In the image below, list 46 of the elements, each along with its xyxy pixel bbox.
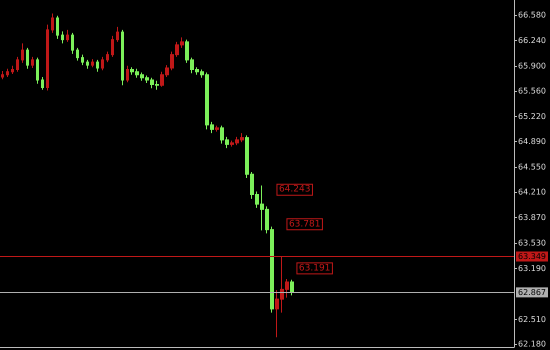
y-tick-label: 64.550 [518,162,546,172]
ref-line-label: 62.867 [518,288,546,297]
y-tick-label: 65.560 [518,86,546,96]
annotation: 64.243 [278,184,310,195]
candlestick [76,47,79,62]
candlestick [51,12,54,34]
candlestick [21,42,24,64]
y-tick-label: 63.870 [518,213,546,222]
y-tick-label: 66.580 [518,10,546,20]
candlestick [56,15,59,40]
candlestick [96,59,99,72]
candlestick [26,47,29,70]
candlestick [116,26,119,42]
annotation: 63.191 [298,263,330,274]
candlestick [61,30,64,44]
candlestick [16,56,19,72]
candlestick [36,57,39,84]
candlestick [121,29,124,86]
candlestick [215,125,219,132]
annotation: 63.781 [288,219,320,230]
y-tick-label: 62.510 [518,314,546,324]
ref-line-label: 63.349 [518,252,546,262]
y-tick-label: 64.890 [518,136,546,146]
candlestick [31,56,34,69]
y-tick-label: 66.240 [518,36,546,45]
candlestick [6,68,9,78]
candlestick [71,32,74,54]
candlestick [126,65,129,83]
candlestick [111,35,114,58]
candlestick [106,51,109,63]
candlestick [46,24,49,91]
candlestick [66,29,69,42]
y-tick-label: 65.220 [518,112,546,122]
y-tick-label: 62.180 [518,340,546,349]
y-tick-label: 64.210 [518,188,546,197]
candlestick [81,54,84,66]
candlestick [91,58,94,68]
y-tick-label: 63.530 [518,238,546,248]
candlestick [41,76,44,90]
candlestick [1,70,4,80]
candlestick [86,59,89,70]
candlestick [290,279,294,296]
candlestick [11,65,14,75]
candlestick [101,56,104,71]
y-tick-label: 63.190 [518,264,546,273]
y-tick-label: 65.900 [518,61,546,70]
